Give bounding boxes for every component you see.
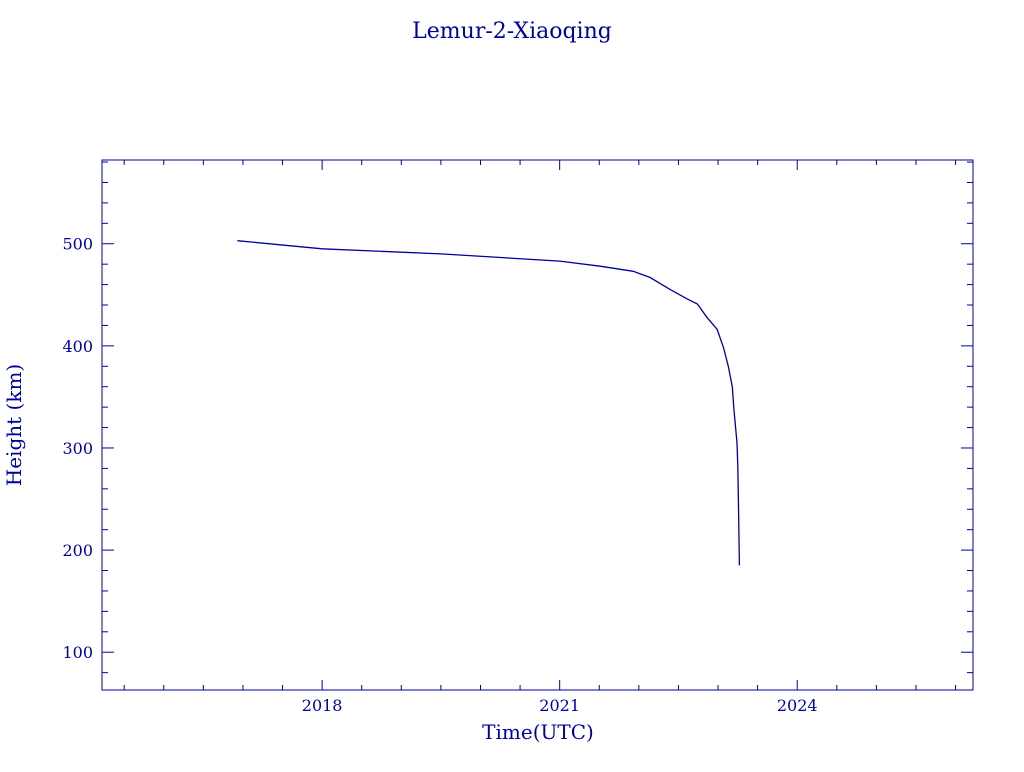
tick-labels: 2018 2021 2024 100 200 300 400 500 — [62, 235, 817, 715]
y-tick-label: 200 — [62, 541, 93, 560]
x-axis-label: Time(UTC) — [482, 720, 594, 744]
x-tick-label: 2018 — [302, 696, 343, 715]
y-tick-label: 300 — [62, 439, 93, 458]
y-tick-label: 400 — [62, 337, 93, 356]
y-tick-label: 500 — [62, 235, 93, 254]
y-tick-label: 100 — [62, 643, 93, 662]
y-axis-label: Height (km) — [2, 364, 26, 486]
axis-ticks — [102, 160, 973, 690]
x-tick-label: 2024 — [777, 696, 818, 715]
x-tick-label: 2021 — [539, 696, 580, 715]
height-series-line — [237, 240, 741, 566]
plot-frame — [101, 159, 974, 691]
chart-title: Lemur-2-Xiaoqing — [412, 19, 612, 44]
